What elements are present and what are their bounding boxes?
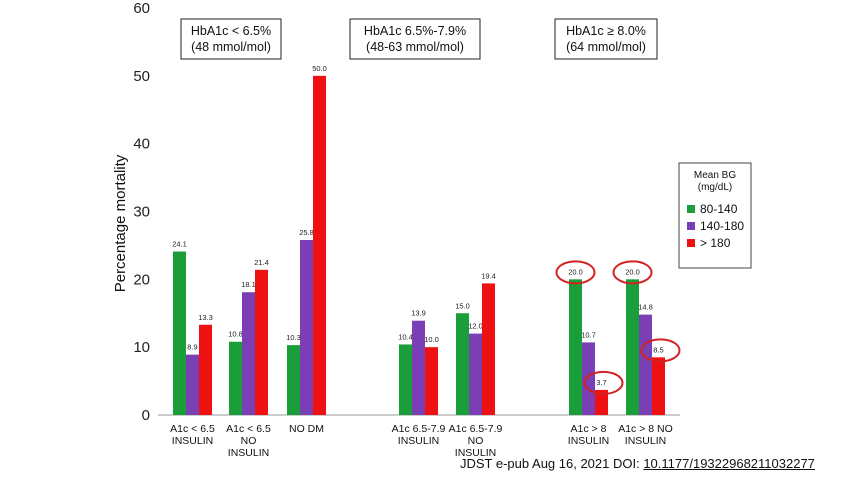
- bar-g5-s2: [595, 389, 608, 415]
- category-label-g6-l1: INSULIN: [625, 435, 666, 447]
- data-label-g0-s2: 13.3: [198, 313, 213, 322]
- data-label-g3-s1: 13.9: [411, 309, 426, 318]
- citation-prefix: JDST e-pub Aug 16, 2021 DOI:: [460, 456, 644, 471]
- citation-doi-link[interactable]: 10.1177/19322968211032277: [643, 456, 815, 471]
- data-label-g4-s2: 19.4: [481, 271, 496, 280]
- data-label-g6-s1: 14.8: [638, 303, 653, 312]
- category-label-g3-l1: INSULIN: [398, 435, 439, 447]
- category-label-g1-l1: NO: [241, 435, 257, 447]
- bar-g5-s0: [569, 279, 582, 415]
- category-label-g0-l1: INSULIN: [172, 435, 213, 447]
- category-label-g0-l0: A1c < 6.5: [170, 423, 215, 435]
- bar-g6-s0: [626, 279, 639, 415]
- y-axis-label: Percentage mortality: [112, 154, 129, 292]
- bar-g3-s0: [399, 344, 412, 415]
- bar-g1-s2: [255, 269, 268, 415]
- legend-swatch-0: [687, 205, 695, 213]
- legend-box: [678, 162, 752, 269]
- data-label-g5-s0: 20.0: [568, 267, 583, 276]
- data-label-g2-s0: 10.3: [286, 333, 301, 342]
- annotation-box-0: [180, 18, 282, 60]
- annotation-text-0-1: (48 mmol/mol): [191, 40, 271, 54]
- data-label-g4-s0: 15.0: [455, 301, 470, 310]
- category-label-g1-l2: INSULIN: [228, 447, 269, 459]
- y-tick-label-3: 30: [133, 204, 150, 221]
- data-label-g1-s1: 18.1: [241, 280, 256, 289]
- highlight-circle-g5-s0: [555, 260, 596, 285]
- bar-g0-s1: [186, 354, 199, 415]
- annotation-text-2-1: (64 mmol/mol): [566, 40, 646, 54]
- bar-g4-s1: [469, 333, 482, 415]
- highlight-circle-g6-s0: [612, 260, 653, 285]
- category-label-g4-l0: A1c 6.5-7.9: [449, 423, 503, 435]
- data-label-g2-s2: 50.0: [312, 64, 327, 73]
- bar-g6-s1: [639, 314, 652, 415]
- data-label-g2-s1: 25.8: [299, 228, 314, 237]
- category-label-g2-l0: NO DM: [289, 423, 324, 435]
- bar-g2-s2: [313, 75, 326, 415]
- y-tick-label-4: 40: [133, 136, 150, 153]
- data-label-g1-s0: 10.8: [228, 330, 243, 339]
- category-label-g6-l0: A1c > 8 NO: [618, 423, 673, 435]
- legend-label-1: 140-180: [700, 219, 744, 233]
- bar-g1-s1: [242, 292, 255, 415]
- annotation-box-1: [349, 18, 481, 60]
- data-label-g0-s0: 24.1: [172, 240, 187, 249]
- data-label-g6-s0: 20.0: [625, 267, 640, 276]
- annotation-box-2: [554, 18, 658, 60]
- legend-title-1: (mg/dL): [698, 182, 732, 193]
- legend-label-2: > 180: [700, 236, 731, 250]
- category-label-g3-l0: A1c 6.5-7.9: [392, 423, 446, 435]
- citation: JDST e-pub Aug 16, 2021 DOI: 10.1177/193…: [460, 456, 815, 471]
- y-tick-label-1: 10: [133, 339, 150, 356]
- bar-g2-s1: [300, 239, 313, 415]
- data-label-g0-s1: 8.9: [187, 343, 197, 352]
- category-label-g5-l0: A1c > 8: [571, 423, 607, 435]
- y-tick-label-6: 60: [133, 0, 150, 17]
- category-label-g1-l0: A1c < 6.5: [226, 423, 271, 435]
- category-label-g5-l1: INSULIN: [568, 435, 609, 447]
- highlight-circle-g6-s2: [640, 338, 681, 363]
- bar-g0-s2: [199, 324, 212, 415]
- annotation-text-0-0: HbA1c < 6.5%: [191, 24, 271, 38]
- highlight-circle-g5-s2: [583, 370, 624, 395]
- y-tick-label-0: 0: [142, 407, 150, 424]
- bar-g2-s0: [287, 345, 300, 415]
- annotation-text-1-0: HbA1c 6.5%-7.9%: [364, 24, 466, 38]
- data-label-g5-s1: 10.7: [581, 330, 596, 339]
- data-label-g1-s2: 21.4: [254, 258, 269, 267]
- annotation-text-2-0: HbA1c ≥ 8.0%: [566, 24, 646, 38]
- category-label-g4-l1: NO: [468, 435, 484, 447]
- data-label-g5-s2: 3.7: [596, 378, 606, 387]
- bar-g0-s0: [173, 251, 186, 415]
- legend-label-0: 80-140: [700, 202, 738, 216]
- bar-g3-s2: [425, 347, 438, 415]
- legend-swatch-1: [687, 222, 695, 230]
- bar-g5-s1: [582, 342, 595, 415]
- bar-g4-s0: [456, 313, 469, 415]
- bar-g4-s2: [482, 283, 495, 415]
- bar-g1-s0: [229, 341, 242, 415]
- annotation-text-1-1: (48-63 mmol/mol): [366, 40, 464, 54]
- legend-swatch-2: [687, 239, 695, 247]
- y-tick-label-2: 20: [133, 271, 150, 288]
- y-tick-label-5: 50: [133, 68, 150, 85]
- data-label-g3-s0: 10.4: [398, 332, 413, 341]
- data-label-g3-s2: 10.0: [424, 335, 439, 344]
- bar-g6-s2: [652, 357, 665, 415]
- legend-title-0: Mean BG: [694, 170, 736, 181]
- category-label-g4-l2: INSULIN: [455, 447, 496, 459]
- data-label-g4-s1: 12.0: [468, 322, 483, 331]
- data-label-g6-s2: 8.5: [653, 345, 663, 354]
- bar-g3-s1: [412, 320, 425, 415]
